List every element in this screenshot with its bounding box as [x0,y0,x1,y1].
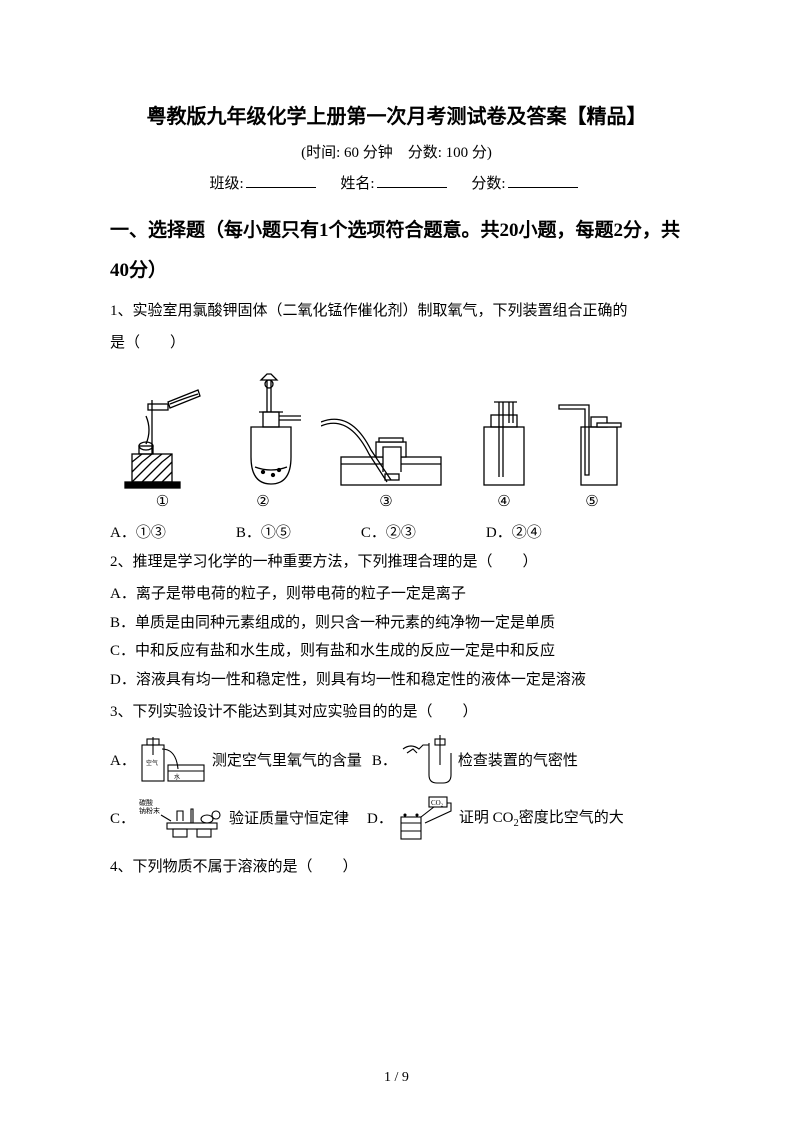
q4-stem: 4、下列物质不属于溶液的是（ ） [110,853,683,882]
q3-d-text[interactable]: 证明 CO2密度比空气的大 [459,804,624,834]
q3-c-label: C． [110,805,135,834]
q3-a-label: A． [110,747,136,776]
q1-diagram-4-label: ④ [469,492,539,511]
q3-a-text[interactable]: 测定空气里氧气的含量 [212,747,362,776]
q1-opt-a[interactable]: A．①③ [110,521,166,542]
q3-diagram-b [399,735,454,787]
svg-text:CO₂: CO₂ [431,799,444,807]
q1-stem-line1: 1、实验室用氯酸钾固体（二氧化锰作催化剂）制取氧气，下列装置组合正确的 [110,297,683,326]
q1-diagram-row: ① ② [110,372,683,511]
q3-row-cd: C． 碳酸 钠粉末 验证质量守恒定律 D． [110,795,683,843]
q3-d-prefix: 证明 CO [459,810,514,826]
q2-opt-a[interactable]: A．离子是带电荷的粒子，则带电荷的粒子一定是离子 [110,580,683,609]
svg-text:钠粉末: 钠粉末 [139,806,160,815]
q1-opt-b[interactable]: B．①⑤ [236,521,291,542]
q1-opt-c[interactable]: C．②③ [361,521,416,542]
q3-diagram-d: CO₂ [395,795,455,843]
q3-diagram-a: 空气 水 [138,735,208,787]
q3-diagram-c: 碳酸 钠粉末 [137,795,225,843]
q1-diagram-5: ⑤ [557,397,627,511]
svg-text:空气: 空气 [146,759,158,767]
svg-text:碳酸: 碳酸 [139,798,153,807]
q1-options: A．①③ B．①⑤ C．②③ D．②④ [110,521,683,542]
q2-opt-b[interactable]: B．单质是由同种元素组成的，则只含一种元素的纯净物一定是单质 [110,609,683,638]
section-1-heading: 一、选择题（每小题只有1个选项符合题意。共20小题，每题2分，共40分） [110,211,683,291]
q1-diagram-2: ② [223,372,303,511]
name-label: 姓名: [340,176,374,192]
q1-diagram-2-label: ② [223,492,303,511]
q1-diagram-4: ④ [469,397,539,511]
q1-diagram-1: ① [120,382,205,511]
class-label: 班级: [209,176,243,192]
page-number: 1 / 9 [0,1070,793,1086]
q1-stem-line2: 是（ ） [110,329,683,358]
q2-stem: 2、推理是学习化学的一种重要方法，下列推理合理的是（ ） [110,548,683,577]
student-info-row: 班级: 姓名: 分数: [110,172,683,193]
class-blank[interactable] [246,172,316,188]
score-blank[interactable] [508,172,578,188]
q1-diagram-3-label: ③ [321,492,451,511]
score-label: 分数: [471,176,505,192]
q3-row-ab: A． 空气 水 测定空气里氧气的含量 B． [110,735,683,787]
q1-opt-d[interactable]: D．②④ [486,521,542,542]
q3-b-text[interactable]: 检查装置的气密性 [458,747,578,776]
q1-diagram-1-label: ① [120,492,205,511]
q2-opt-c[interactable]: C．中和反应有盐和水生成，则有盐和水生成的反应一定是中和反应 [110,637,683,666]
page-title: 粤教版九年级化学上册第一次月考测试卷及答案【精品】 [110,100,683,129]
name-blank[interactable] [377,172,447,188]
q3-stem: 3、下列实验设计不能达到其对应实验目的的是（ ） [110,698,683,727]
q3-d-suffix: 密度比空气的大 [519,810,624,826]
svg-text:水: 水 [174,773,180,781]
q3-d-label: D． [367,805,393,834]
q2-opt-d[interactable]: D．溶液具有均一性和稳定性，则具有均一性和稳定性的液体一定是溶液 [110,666,683,695]
q1-diagram-5-label: ⑤ [557,492,627,511]
q1-diagram-3: ③ [321,402,451,511]
q3-b-label: B． [372,747,397,776]
exam-meta: (时间: 60 分钟 分数: 100 分) [110,141,683,162]
q3-c-text[interactable]: 验证质量守恒定律 [229,805,349,834]
